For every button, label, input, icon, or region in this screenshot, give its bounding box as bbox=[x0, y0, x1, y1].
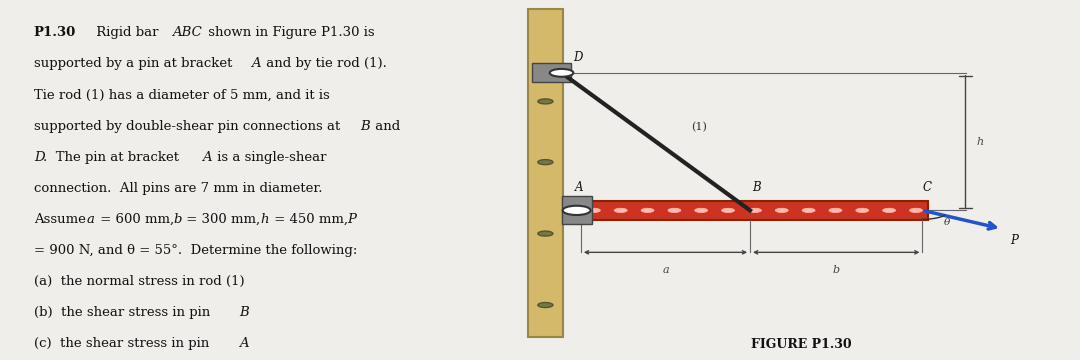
Text: D: D bbox=[33, 151, 44, 164]
Text: ABC: ABC bbox=[172, 26, 201, 39]
Text: and: and bbox=[370, 120, 400, 132]
Circle shape bbox=[563, 206, 591, 215]
Bar bbox=[532, 63, 571, 82]
Text: a: a bbox=[86, 213, 94, 226]
Text: h: h bbox=[260, 213, 269, 226]
Text: Rigid bar: Rigid bar bbox=[92, 26, 163, 39]
Circle shape bbox=[882, 208, 895, 212]
Circle shape bbox=[802, 208, 815, 212]
Circle shape bbox=[775, 208, 788, 212]
Text: = 900 N, and θ = 55°.  Determine the following:: = 900 N, and θ = 55°. Determine the foll… bbox=[33, 244, 357, 257]
Circle shape bbox=[538, 159, 553, 165]
Circle shape bbox=[642, 208, 654, 212]
Text: A: A bbox=[575, 181, 583, 194]
Text: θ: θ bbox=[944, 218, 950, 227]
Text: (b)  the shear stress in pin: (b) the shear stress in pin bbox=[33, 306, 214, 319]
Text: Tie rod (1) has a diameter of 5 mm, and it is: Tie rod (1) has a diameter of 5 mm, and … bbox=[33, 89, 329, 102]
Circle shape bbox=[748, 208, 761, 212]
Text: A: A bbox=[202, 151, 212, 164]
Text: P: P bbox=[1011, 234, 1018, 247]
Text: = 450 mm,: = 450 mm, bbox=[270, 213, 352, 226]
Text: is a single-shear: is a single-shear bbox=[213, 151, 326, 164]
Text: supported by double-shear pin connections at: supported by double-shear pin connection… bbox=[33, 120, 345, 132]
Text: P1.30: P1.30 bbox=[33, 26, 76, 39]
Text: FIGURE P1.30: FIGURE P1.30 bbox=[751, 338, 851, 351]
Text: a: a bbox=[662, 265, 669, 275]
Text: A: A bbox=[240, 337, 249, 350]
Circle shape bbox=[550, 69, 573, 77]
Bar bbox=[576, 201, 928, 220]
Text: b: b bbox=[174, 213, 183, 226]
Text: = 600 mm,: = 600 mm, bbox=[96, 213, 178, 226]
Bar bbox=[562, 196, 592, 225]
Circle shape bbox=[588, 208, 600, 212]
Text: = 300 mm,: = 300 mm, bbox=[183, 213, 265, 226]
Text: shown in Figure P1.30 is: shown in Figure P1.30 is bbox=[204, 26, 375, 39]
Text: .  The pin at bracket: . The pin at bracket bbox=[43, 151, 184, 164]
Circle shape bbox=[538, 302, 553, 307]
Text: P: P bbox=[347, 213, 356, 226]
Text: (1): (1) bbox=[691, 122, 706, 132]
Circle shape bbox=[694, 208, 707, 212]
Text: A: A bbox=[252, 58, 261, 71]
Text: D: D bbox=[573, 51, 583, 64]
Text: Assume: Assume bbox=[33, 213, 90, 226]
Circle shape bbox=[538, 231, 553, 236]
Text: b: b bbox=[833, 265, 840, 275]
Circle shape bbox=[667, 208, 680, 212]
Circle shape bbox=[855, 208, 868, 212]
Circle shape bbox=[615, 208, 627, 212]
Text: (c)  the shear stress in pin: (c) the shear stress in pin bbox=[33, 337, 213, 350]
Text: connection.  All pins are 7 mm in diameter.: connection. All pins are 7 mm in diamete… bbox=[33, 182, 322, 195]
Circle shape bbox=[538, 99, 553, 104]
Text: supported by a pin at bracket: supported by a pin at bracket bbox=[33, 58, 237, 71]
Text: B: B bbox=[240, 306, 249, 319]
Text: h: h bbox=[976, 136, 984, 147]
Text: (a)  the normal stress in rod (1): (a) the normal stress in rod (1) bbox=[33, 275, 244, 288]
Text: B: B bbox=[752, 181, 760, 194]
Bar bbox=[528, 9, 563, 337]
Text: C: C bbox=[922, 181, 931, 194]
Circle shape bbox=[829, 208, 842, 212]
Text: B: B bbox=[360, 120, 369, 132]
Circle shape bbox=[909, 208, 922, 212]
Circle shape bbox=[721, 208, 734, 212]
Text: and by tie rod (1).: and by tie rod (1). bbox=[262, 58, 387, 71]
